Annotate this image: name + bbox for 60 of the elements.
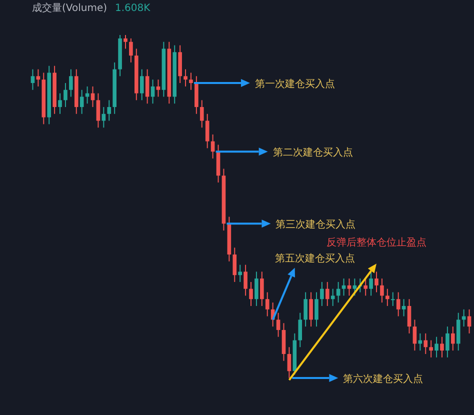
candlestick — [396, 292, 400, 317]
candlestick — [429, 340, 433, 358]
candlestick — [320, 281, 324, 306]
text: 1.608K — [115, 3, 151, 14]
candlestick — [450, 326, 455, 352]
candlestick — [314, 292, 318, 328]
candlestick — [69, 68, 73, 98]
candlestick — [96, 92, 100, 128]
candlestick — [330, 288, 335, 306]
candlestick — [309, 292, 313, 328]
candlestick — [260, 271, 264, 306]
candlestick — [102, 106, 106, 128]
candlestick — [325, 281, 330, 306]
candlestick — [64, 82, 68, 108]
candlestick — [287, 346, 292, 378]
candlestick — [30, 68, 35, 90]
candlestick — [380, 278, 384, 304]
candlestick — [402, 298, 406, 317]
candlestick — [304, 292, 308, 328]
candlestick — [232, 247, 237, 282]
candlestick — [107, 100, 112, 122]
candlestick — [440, 336, 444, 358]
candlestick — [374, 271, 378, 293]
candlestick — [156, 79, 160, 98]
candlestick — [276, 312, 280, 338]
candlestick — [80, 89, 84, 114]
text: 成交量(Volume) — [32, 2, 108, 14]
annotation: 第三次建仓买入点 — [276, 218, 356, 231]
annotation: 第一次建仓买入点 — [254, 78, 335, 90]
candlestick — [145, 68, 150, 104]
candlestick — [238, 264, 242, 282]
candlestick — [446, 326, 450, 358]
annotation: 第六次建仓买入点 — [343, 373, 424, 385]
candlestick — [244, 264, 248, 296]
candlestick — [58, 92, 62, 114]
candlestick — [140, 68, 144, 101]
candlestick — [129, 38, 133, 63]
candlestick — [347, 278, 352, 296]
candlestick — [412, 319, 417, 352]
candlestick — [342, 278, 346, 296]
candlestick — [36, 68, 40, 87]
candlestick — [407, 298, 412, 334]
annotation: 第二次建仓买入点 — [272, 146, 353, 159]
candlestick — [298, 312, 302, 348]
candlestick — [390, 292, 395, 306]
candlestick — [249, 281, 253, 306]
annotation: 第五次建仓买入点 — [274, 252, 355, 265]
candlestick — [124, 34, 128, 50]
candlestick — [265, 292, 270, 317]
candlestick — [424, 332, 428, 354]
candlestick — [369, 271, 373, 296]
candlestick — [386, 288, 390, 306]
candlestick — [364, 278, 368, 296]
candlestick — [184, 68, 188, 87]
candlestick — [434, 336, 438, 358]
annotation: 反弹后整体仓位止盈点 — [326, 236, 427, 249]
candlestick — [205, 113, 210, 149]
candlestick — [200, 100, 204, 128]
candlestick — [254, 271, 258, 306]
candlestick — [189, 72, 193, 90]
